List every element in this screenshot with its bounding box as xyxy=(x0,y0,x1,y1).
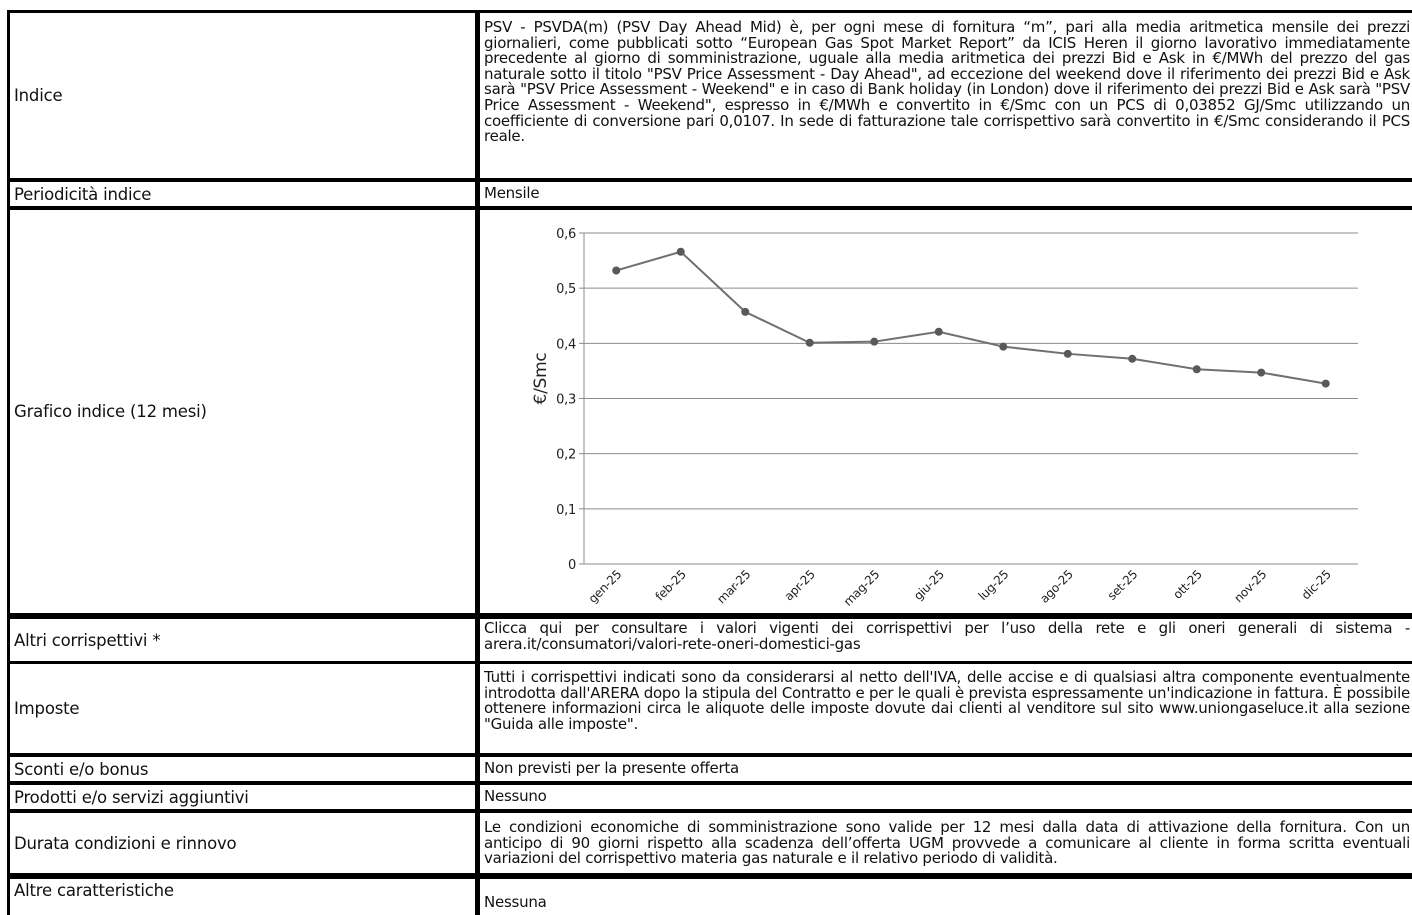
x-tick-label: lug-25 xyxy=(976,567,1012,603)
imposte-label: Imposte xyxy=(7,661,475,753)
durata-label: Durata condizioni e rinnovo xyxy=(7,809,475,873)
data-point xyxy=(934,327,943,336)
row-altri: Altri corrispettivi * Clicca qui per con… xyxy=(7,613,1412,661)
price-index-chart: 0 0,1 0,2 0,3 0,4 0,5 0,6 €/Smc gen-25 feb-25 mar-… xyxy=(524,210,1366,612)
row-prodotti: Prodotti e/o servizi aggiuntivi Nessuno xyxy=(7,781,1412,809)
altre-label: Altre caratteristiche xyxy=(7,873,475,915)
data-point xyxy=(1192,365,1201,374)
x-tick-label: mar-25 xyxy=(714,567,753,606)
y-tick-label: 0,3 xyxy=(556,393,576,408)
altre-value: Nessuna xyxy=(475,873,1412,915)
x-tick-label: nov-25 xyxy=(1231,567,1269,605)
prodotti-label: Prodotti e/o servizi aggiuntivi xyxy=(7,781,475,809)
sconti-value: Non previsti per la presente offerta xyxy=(475,753,1412,781)
grafico-cell: 0 0,1 0,2 0,3 0,4 0,5 0,6 €/Smc gen-25 feb-25 mar-… xyxy=(475,206,1412,613)
sconti-label: Sconti e/o bonus xyxy=(7,753,475,781)
data-point xyxy=(612,266,621,275)
data-point xyxy=(1321,379,1330,388)
row-sconti: Sconti e/o bonus Non previsti per la pre… xyxy=(7,753,1412,781)
x-tick-label: ott-25 xyxy=(1170,567,1205,602)
y-tick-label: 0,1 xyxy=(556,503,576,518)
y-tick-label: 0,5 xyxy=(556,282,576,297)
row-altre: Altre caratteristiche Nessuna xyxy=(7,873,1412,915)
data-point xyxy=(805,338,814,347)
durata-value: Le condizioni economiche di somministraz… xyxy=(475,809,1412,873)
y-tick-label: 0,4 xyxy=(556,337,576,352)
prodotti-value: Nessuno xyxy=(475,781,1412,809)
imposte-value: Tutti i corrispettivi indicati sono da c… xyxy=(475,661,1412,753)
x-tick-label: giu-25 xyxy=(911,567,947,603)
x-tick-label: gen-25 xyxy=(586,567,625,606)
x-tick-label: set-25 xyxy=(1105,567,1141,603)
x-tick-label: mag-25 xyxy=(841,567,883,609)
periodicita-value: Mensile xyxy=(475,178,1412,206)
data-point xyxy=(1128,354,1137,363)
indice-value: PSV - PSVDA(m) (PSV Day Ahead Mid) è, pe… xyxy=(475,10,1412,178)
series-line xyxy=(615,250,1326,385)
data-point xyxy=(1257,368,1266,377)
row-durata: Durata condizioni e rinnovo Le condizion… xyxy=(7,809,1412,873)
periodicita-label: Periodicità indice xyxy=(7,178,475,206)
data-point xyxy=(1063,349,1072,358)
data-point xyxy=(741,307,750,316)
x-tick-label: feb-25 xyxy=(653,567,689,603)
data-point xyxy=(870,337,879,346)
y-tick-label: 0,6 xyxy=(556,227,576,242)
y-tick-label: 0,2 xyxy=(556,448,576,463)
data-point xyxy=(999,342,1008,351)
grafico-label: Grafico indice (12 mesi) xyxy=(7,206,475,613)
x-tick-label: apr-25 xyxy=(782,567,818,603)
data-point xyxy=(676,247,685,256)
row-periodicita: Periodicità indice Mensile xyxy=(7,178,1412,206)
altri-value[interactable]: Clicca qui per consultare i valori vigen… xyxy=(475,613,1412,661)
altri-label: Altri corrispettivi * xyxy=(7,613,475,661)
indice-label: Indice xyxy=(7,10,475,178)
row-indice: Indice PSV - PSVDA(m) (PSV Day Ahead Mid… xyxy=(7,10,1412,178)
row-grafico: Grafico indice (12 mesi) 0 0,1 0,2 0,3 0,4 0,… xyxy=(7,206,1412,613)
y-tick-label: 0 xyxy=(568,558,576,573)
y-axis-title: €/Smc xyxy=(531,353,551,405)
x-tick-label: dic-25 xyxy=(1299,567,1334,602)
row-imposte: Imposte Tutti i corrispettivi indicati s… xyxy=(7,661,1412,753)
x-tick-label: ago-25 xyxy=(1037,567,1076,606)
